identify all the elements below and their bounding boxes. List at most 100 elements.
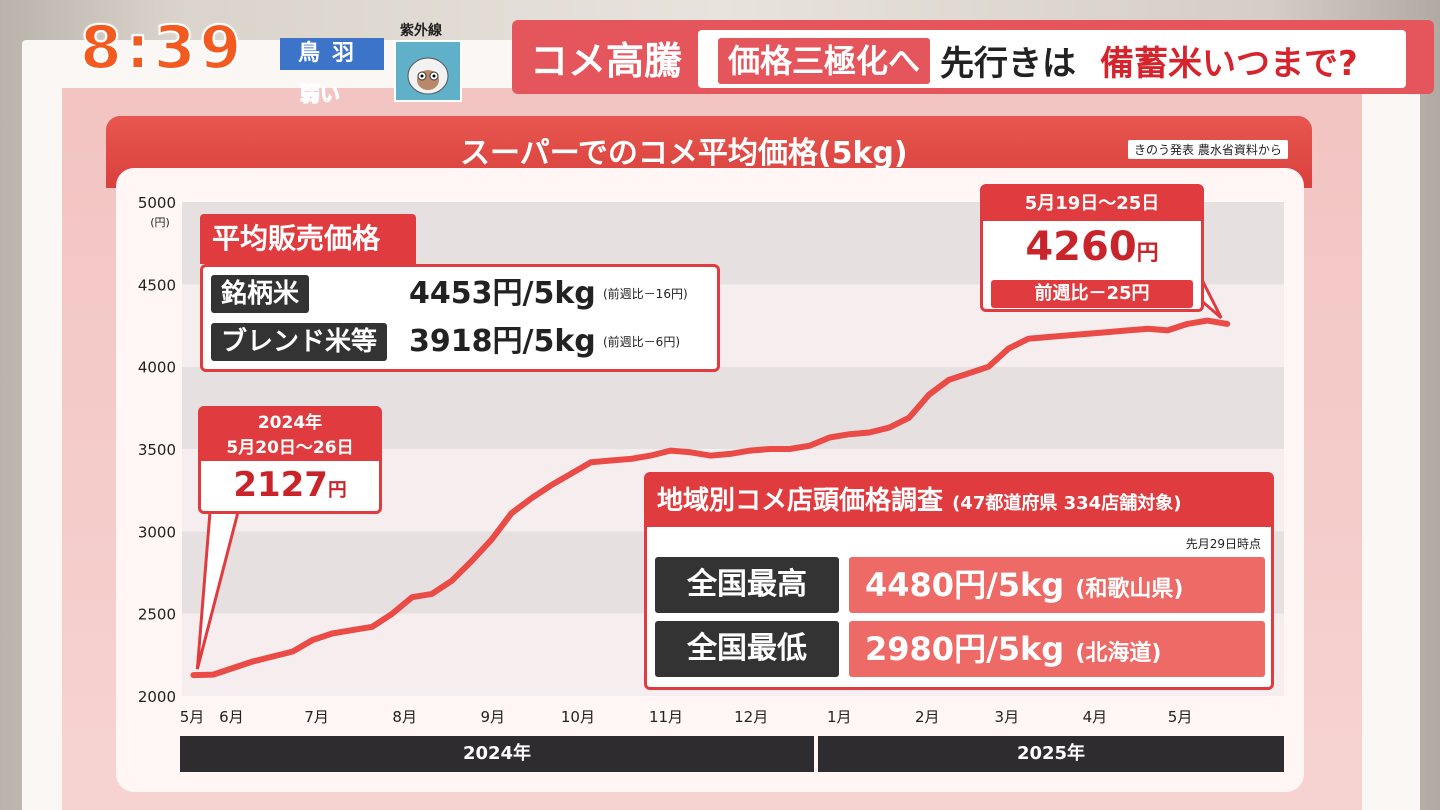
- data-point: [906, 415, 912, 421]
- weather-city: 鳥羽: [280, 38, 384, 70]
- uv-label: 紫外線: [400, 23, 442, 39]
- data-point: [787, 446, 793, 452]
- avg-diff-blend: (前週比－6円): [603, 335, 680, 349]
- uv-level: 弱い: [300, 82, 341, 107]
- x-tick-label: 5月: [180, 708, 205, 726]
- y-tick-label: 4000: [138, 359, 176, 377]
- data-point: [270, 653, 276, 660]
- regional-scope: (47都道府県 334店舗対象): [952, 493, 1182, 514]
- data-point: [866, 429, 872, 436]
- data-point: [1184, 321, 1191, 327]
- start-callout: 2024年 5月20日～26日 2127円: [198, 406, 382, 514]
- start-callout-year: 2024年: [201, 409, 379, 435]
- regional-value-lowest-wrap: 2980円/5kg (北海道): [849, 621, 1265, 677]
- data-point: [648, 452, 654, 459]
- x-tick-label: 12月: [734, 708, 768, 726]
- start-callout-unit: 円: [327, 480, 347, 501]
- headline-text: 先行きは: [940, 44, 1076, 84]
- y-tick-label: 2500: [138, 606, 176, 624]
- headline-tag: 価格三極化へ: [718, 38, 931, 84]
- regional-label-lowest: 全国最低: [655, 621, 839, 677]
- regional-row-lowest: 全国最低 2980円/5kg (北海道): [655, 621, 1265, 677]
- data-point: [508, 510, 515, 516]
- data-point: [687, 449, 693, 455]
- data-point: [1204, 317, 1210, 324]
- data-point: [747, 448, 753, 454]
- y-tick-label: 3500: [138, 441, 176, 459]
- x-tick-label: 4月: [1083, 708, 1108, 726]
- data-point: [449, 578, 455, 584]
- data-point: [1105, 329, 1111, 335]
- regional-as-of: 先月29日時点: [1185, 537, 1261, 551]
- regional-value-highest-wrap: 4480円/5kg (和歌山県): [849, 557, 1265, 613]
- data-point: [329, 630, 336, 637]
- regional-value-highest: 4480円/5kg: [865, 566, 1065, 604]
- x-tick-label: 5月: [1168, 708, 1193, 726]
- avg-price-blend: 3918円/5kg: [409, 324, 596, 359]
- start-callout-period: 5月20日～26日: [201, 435, 379, 461]
- x-tick-label: 9月: [480, 708, 505, 726]
- regional-row-highest: 全国最高 4480円/5kg (和歌山県): [655, 557, 1265, 613]
- end-callout-unit: 円: [1136, 241, 1159, 266]
- clock: 8:39: [79, 13, 246, 83]
- avg-diff-brand: (前週比－16円): [603, 287, 688, 301]
- data-point: [429, 591, 435, 597]
- data-point: [767, 446, 773, 452]
- data-point: [469, 558, 475, 564]
- y-tick-label: 4500: [138, 276, 176, 294]
- end-callout: 5月19日～25日 4260円 前週比－25円: [980, 184, 1204, 312]
- data-point: [1065, 332, 1071, 338]
- y-tick-label: 2000: [138, 688, 176, 706]
- year-label-2024: 2024年: [180, 736, 814, 772]
- data-point: [369, 624, 375, 630]
- data-point: [826, 434, 833, 441]
- start-callout-value: 2127: [233, 465, 328, 505]
- year-label-2025: 2025年: [818, 736, 1284, 772]
- end-callout-value: 4260: [1025, 224, 1137, 270]
- data-point: [488, 536, 495, 543]
- data-point: [1045, 334, 1051, 340]
- avg-label-blend: ブレンド米等: [211, 323, 388, 361]
- mascot-icon: [394, 40, 462, 102]
- data-point: [1025, 336, 1031, 342]
- data-point: [1085, 331, 1091, 337]
- data-point: [1145, 326, 1151, 332]
- regional-where-highest: (和歌山県): [1075, 577, 1184, 602]
- regional-label-highest: 全国最高: [655, 557, 839, 613]
- data-point: [1164, 327, 1171, 334]
- data-point: [528, 495, 534, 501]
- avg-row-brand: 銘柄米 4453円/5kg (前週比－16円): [211, 273, 711, 315]
- data-point: [548, 482, 554, 488]
- x-tick-label: 3月: [995, 708, 1020, 726]
- regional-survey-box: 地域別コメ店頭価格調査 (47都道府県 334店舗対象) 先月29日時点 全国最…: [644, 472, 1274, 690]
- data-point: [846, 431, 853, 437]
- data-point: [250, 658, 256, 665]
- data-point: [727, 451, 733, 457]
- avg-row-blend: ブレンド米等 3918円/5kg (前週比－6円): [211, 321, 711, 363]
- data-point: [190, 672, 196, 678]
- data-point: [389, 611, 395, 617]
- x-tick-label: 6月: [219, 708, 244, 726]
- data-point: [707, 452, 713, 459]
- x-tick-label: 11月: [649, 708, 683, 726]
- data-point: [667, 448, 674, 454]
- data-point: [409, 594, 415, 600]
- avg-price-brand: 4453円/5kg: [409, 276, 596, 311]
- data-point: [568, 471, 574, 477]
- end-callout-period: 5月19日～25日: [983, 187, 1201, 221]
- x-tick-label: 10月: [561, 708, 595, 726]
- data-point: [1224, 321, 1230, 327]
- start-callout-value-wrap: 2127円: [201, 461, 379, 515]
- avg-price-heading: 平均販売価格: [200, 214, 416, 264]
- headline-emphasis: 備蓄米いつまで?: [1100, 44, 1358, 84]
- chart-source: きのう発表 農水省資料から: [1128, 140, 1288, 159]
- regional-heading-text: 地域別コメ店頭価格調査: [657, 486, 944, 516]
- regional-where-lowest: (北海道): [1075, 641, 1162, 666]
- data-point: [628, 456, 634, 462]
- data-point: [588, 459, 594, 465]
- avg-price-box: 銘柄米 4453円/5kg (前週比－16円) ブレンド米等 3918円/5kg…: [200, 264, 720, 372]
- avg-label-brand: 銘柄米: [211, 275, 310, 313]
- y-tick-label: 5000: [138, 194, 176, 212]
- regional-value-lowest: 2980円/5kg: [865, 630, 1065, 668]
- regional-heading: 地域別コメ店頭価格調査 (47都道府県 334店舗対象): [647, 475, 1271, 527]
